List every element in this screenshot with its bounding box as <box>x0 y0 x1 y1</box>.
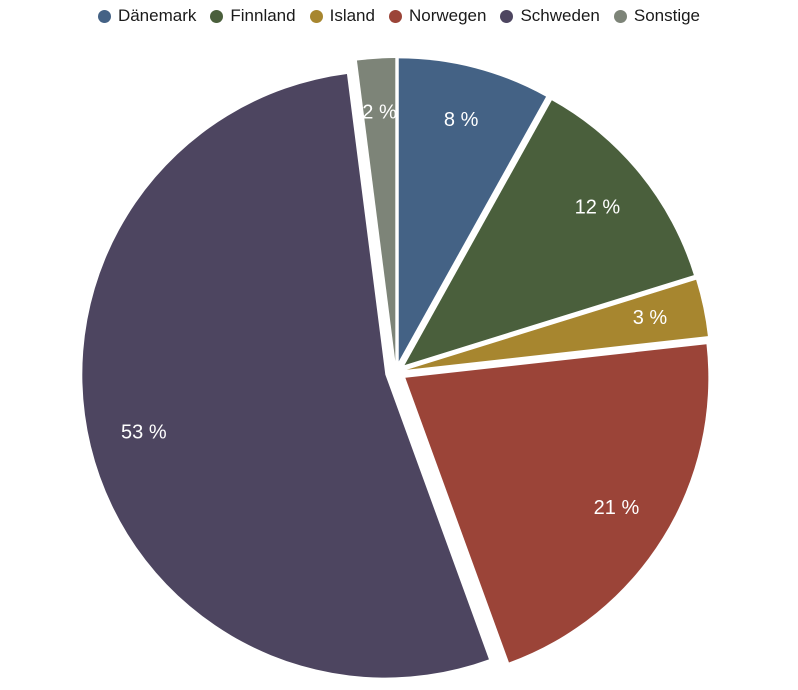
legend-label: Finnland <box>230 6 296 25</box>
legend-label: Sonstige <box>633 6 701 25</box>
legend-label: Dänemark <box>117 6 197 25</box>
legend-item-island[interactable]: Island <box>309 6 375 26</box>
pie-slice-schweden[interactable] <box>82 74 489 678</box>
legend-label: Norwegen <box>408 6 487 25</box>
legend-swatch <box>309 9 323 23</box>
chart-legend: Dänemark Finnland Island Norwegen Schweden So… <box>0 4 798 28</box>
slice-label-danemark: 8 % <box>444 109 479 131</box>
slice-label-sonstige: 2 % <box>362 101 397 123</box>
legend-swatch <box>97 9 111 23</box>
slice-label-island: 3 % <box>633 307 668 329</box>
pie-slice-sonstige[interactable] <box>356 58 396 362</box>
legend-label: Schweden <box>520 6 600 25</box>
slice-label-norwegen: 21 % <box>594 497 640 519</box>
legend-swatch <box>210 9 224 23</box>
legend-item-schweden[interactable]: Schweden <box>500 6 600 26</box>
pie-slice-island[interactable] <box>406 279 708 370</box>
legend-swatch <box>613 9 627 23</box>
pie-slice-norwegen[interactable] <box>405 344 709 663</box>
legend-item-finnland[interactable]: Finnland <box>210 6 296 26</box>
slice-label-finnland: 12 % <box>575 197 621 219</box>
legend-swatch <box>500 9 514 23</box>
legend-swatch <box>388 9 402 23</box>
legend-item-sonstige[interactable]: Sonstige <box>613 6 701 26</box>
pie-slice-danemark[interactable] <box>398 58 547 362</box>
legend-item-danemark[interactable]: Dänemark <box>97 6 197 26</box>
legend-item-norwegen[interactable]: Norwegen <box>388 6 487 26</box>
pie-slice-finnland[interactable] <box>404 100 694 366</box>
legend-label: Island <box>329 6 375 25</box>
slice-label-schweden: 53 % <box>121 421 167 443</box>
